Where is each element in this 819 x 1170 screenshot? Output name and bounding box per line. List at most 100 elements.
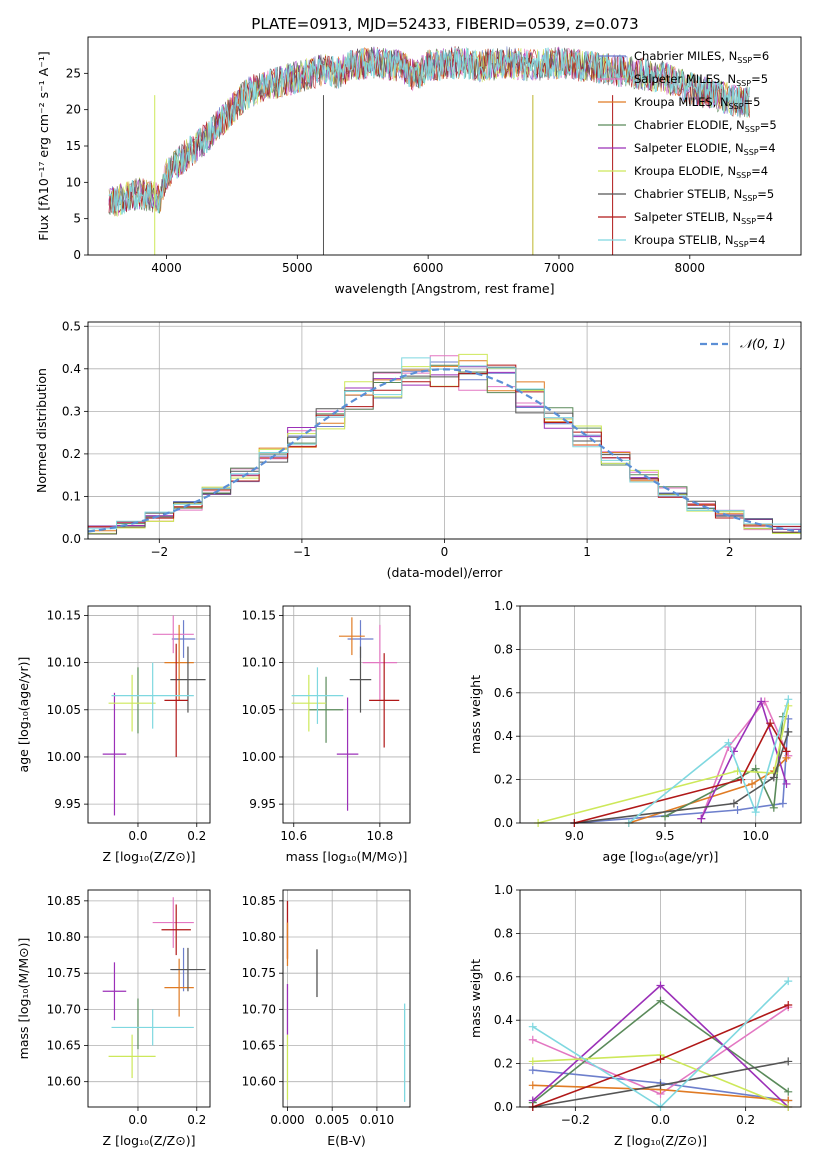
y-tick-label: 0.3	[62, 404, 81, 418]
y-tick-label: 10.15	[242, 608, 276, 622]
mass-weight-marker	[766, 719, 775, 728]
x-axis-label: wavelength [Angstrom, rest frame]	[334, 281, 554, 296]
x-tick-label: 0.0	[651, 1113, 670, 1127]
mass-weight-marker	[528, 1081, 537, 1090]
x-axis-label: (data-model)/error	[387, 565, 504, 580]
y-tick-label: 0.2	[62, 447, 81, 461]
mass-weight-line	[700, 699, 790, 819]
y-tick-label: 10.10	[242, 656, 276, 670]
mass-weight-marker	[656, 1081, 665, 1090]
mass-weight-line	[628, 699, 790, 824]
mass-weight-marker	[748, 779, 757, 788]
mass-weight-marker	[757, 697, 766, 706]
y-tick-label: 10.85	[242, 894, 276, 908]
legend-label: Chabrier STELIB, NSSP=5	[634, 187, 774, 203]
mass-weight-marker	[724, 738, 733, 747]
mass-weight-marker	[782, 747, 791, 756]
mass-weight-marker	[782, 779, 791, 788]
legend-label: Salpeter STELIB, NSSP=4	[634, 210, 773, 226]
axes-frame	[282, 889, 411, 1108]
mass-weight-marker	[729, 799, 738, 808]
y-tick-label: 10.80	[242, 930, 276, 944]
y-tick-label: 10.00	[242, 750, 276, 764]
axes-frame	[87, 321, 802, 540]
x-axis-label: Z [log₁₀(Z/Z⊙)]	[103, 1133, 196, 1148]
y-tick-label: 0.2	[494, 1057, 513, 1071]
mass-weight-marker	[656, 981, 665, 990]
x-axis-label: E(B-V)	[327, 1133, 366, 1148]
spectrum-line	[108, 46, 751, 215]
x-tick-label: 2	[726, 545, 734, 559]
y-axis-label: mass weight	[468, 959, 483, 1038]
mass-weight-marker	[778, 799, 787, 808]
y-tick-label: 10.10	[47, 656, 81, 670]
axes-frame	[519, 605, 802, 824]
y-tick-label: 0.5	[62, 319, 81, 333]
axes-frame	[87, 605, 211, 824]
x-tick-label: 7000	[544, 261, 575, 275]
x-axis-label: age [log₁₀(age/yr)]	[603, 849, 719, 864]
y-tick-label: 0.4	[62, 362, 81, 376]
x-tick-label: 10.8	[367, 829, 394, 843]
mass-weight-marker	[528, 1057, 537, 1066]
normal-curve	[87, 368, 802, 533]
mass-weight-marker	[784, 695, 793, 704]
y-tick-label: 0.4	[494, 729, 513, 743]
mass-weight-marker	[784, 977, 793, 986]
mass-weight-marker	[528, 1066, 537, 1075]
mass-weight-marker	[784, 1057, 793, 1066]
x-tick-label: 0.005	[315, 1113, 349, 1127]
axes-frame	[282, 605, 411, 824]
y-tick-label: 10.15	[47, 608, 81, 622]
x-tick-label: 0.2	[187, 829, 206, 843]
y-tick-label: 10.65	[47, 1039, 81, 1053]
mass-weight-marker	[733, 805, 742, 814]
y-tick-label: 10.60	[47, 1075, 81, 1089]
y-tick-label: 1.0	[494, 883, 513, 897]
x-tick-label: 9.5	[655, 829, 674, 843]
x-tick-label: 10.0	[742, 829, 769, 843]
axes-frame	[87, 889, 211, 1108]
y-tick-label: 10.75	[242, 966, 276, 980]
mass-weight-line	[537, 705, 790, 824]
y-tick-label: 15	[66, 139, 81, 153]
y-axis-label: mass weight	[468, 675, 483, 754]
x-tick-label: 0.010	[360, 1113, 394, 1127]
y-tick-label: 0.8	[494, 642, 513, 656]
x-tick-label: 9.0	[565, 829, 584, 843]
y-tick-label: 10.70	[242, 1002, 276, 1016]
y-tick-label: 0.6	[494, 970, 513, 984]
x-axis-label: Z [log₁₀(Z/Z⊙)]	[614, 1133, 707, 1148]
y-tick-label: 1.0	[494, 599, 513, 613]
x-axis-label: Z [log₁₀(Z/Z⊙)]	[103, 849, 196, 864]
mass-weight-marker	[697, 814, 706, 823]
mass-weight-line	[574, 731, 790, 824]
y-tick-label: 10.65	[242, 1039, 276, 1053]
y-tick-label: 10.60	[242, 1075, 276, 1089]
x-tick-label: 0.0	[128, 829, 147, 843]
legend-label: Salpeter ELODIE, NSSP=4	[634, 141, 776, 157]
x-tick-label: 1	[583, 545, 591, 559]
y-axis-label: mass [log₁₀(M/M⊙)]	[16, 938, 31, 1060]
y-tick-label: 9.95	[249, 797, 276, 811]
x-tick-label: 10.6	[280, 829, 307, 843]
x-tick-label: 0.2	[736, 1113, 755, 1127]
spectrum-title: PLATE=0913, MJD=52433, FIBERID=0539, z=0…	[251, 15, 638, 33]
y-tick-label: 0.0	[62, 532, 81, 546]
y-tick-label: 10.05	[47, 703, 81, 717]
legend-label: Kroupa MILES, NSSP=5	[634, 95, 760, 111]
y-tick-label: 10.70	[47, 1002, 81, 1016]
x-tick-label: 4000	[151, 261, 182, 275]
mass-weight-marker	[784, 727, 793, 736]
x-tick-label: −1	[293, 545, 311, 559]
y-tick-label: 0.2	[494, 773, 513, 787]
y-tick-label: 10.00	[47, 750, 81, 764]
x-tick-label: 0.000	[270, 1113, 304, 1127]
x-tick-label: −0.2	[561, 1113, 590, 1127]
mass-weight-marker	[751, 808, 760, 817]
y-tick-label: 0.4	[494, 1013, 513, 1027]
mass-weight-marker	[784, 1087, 793, 1096]
y-tick-label: 0.1	[62, 489, 81, 503]
y-axis-label: age [log₁₀(age/yr)]	[16, 657, 31, 773]
